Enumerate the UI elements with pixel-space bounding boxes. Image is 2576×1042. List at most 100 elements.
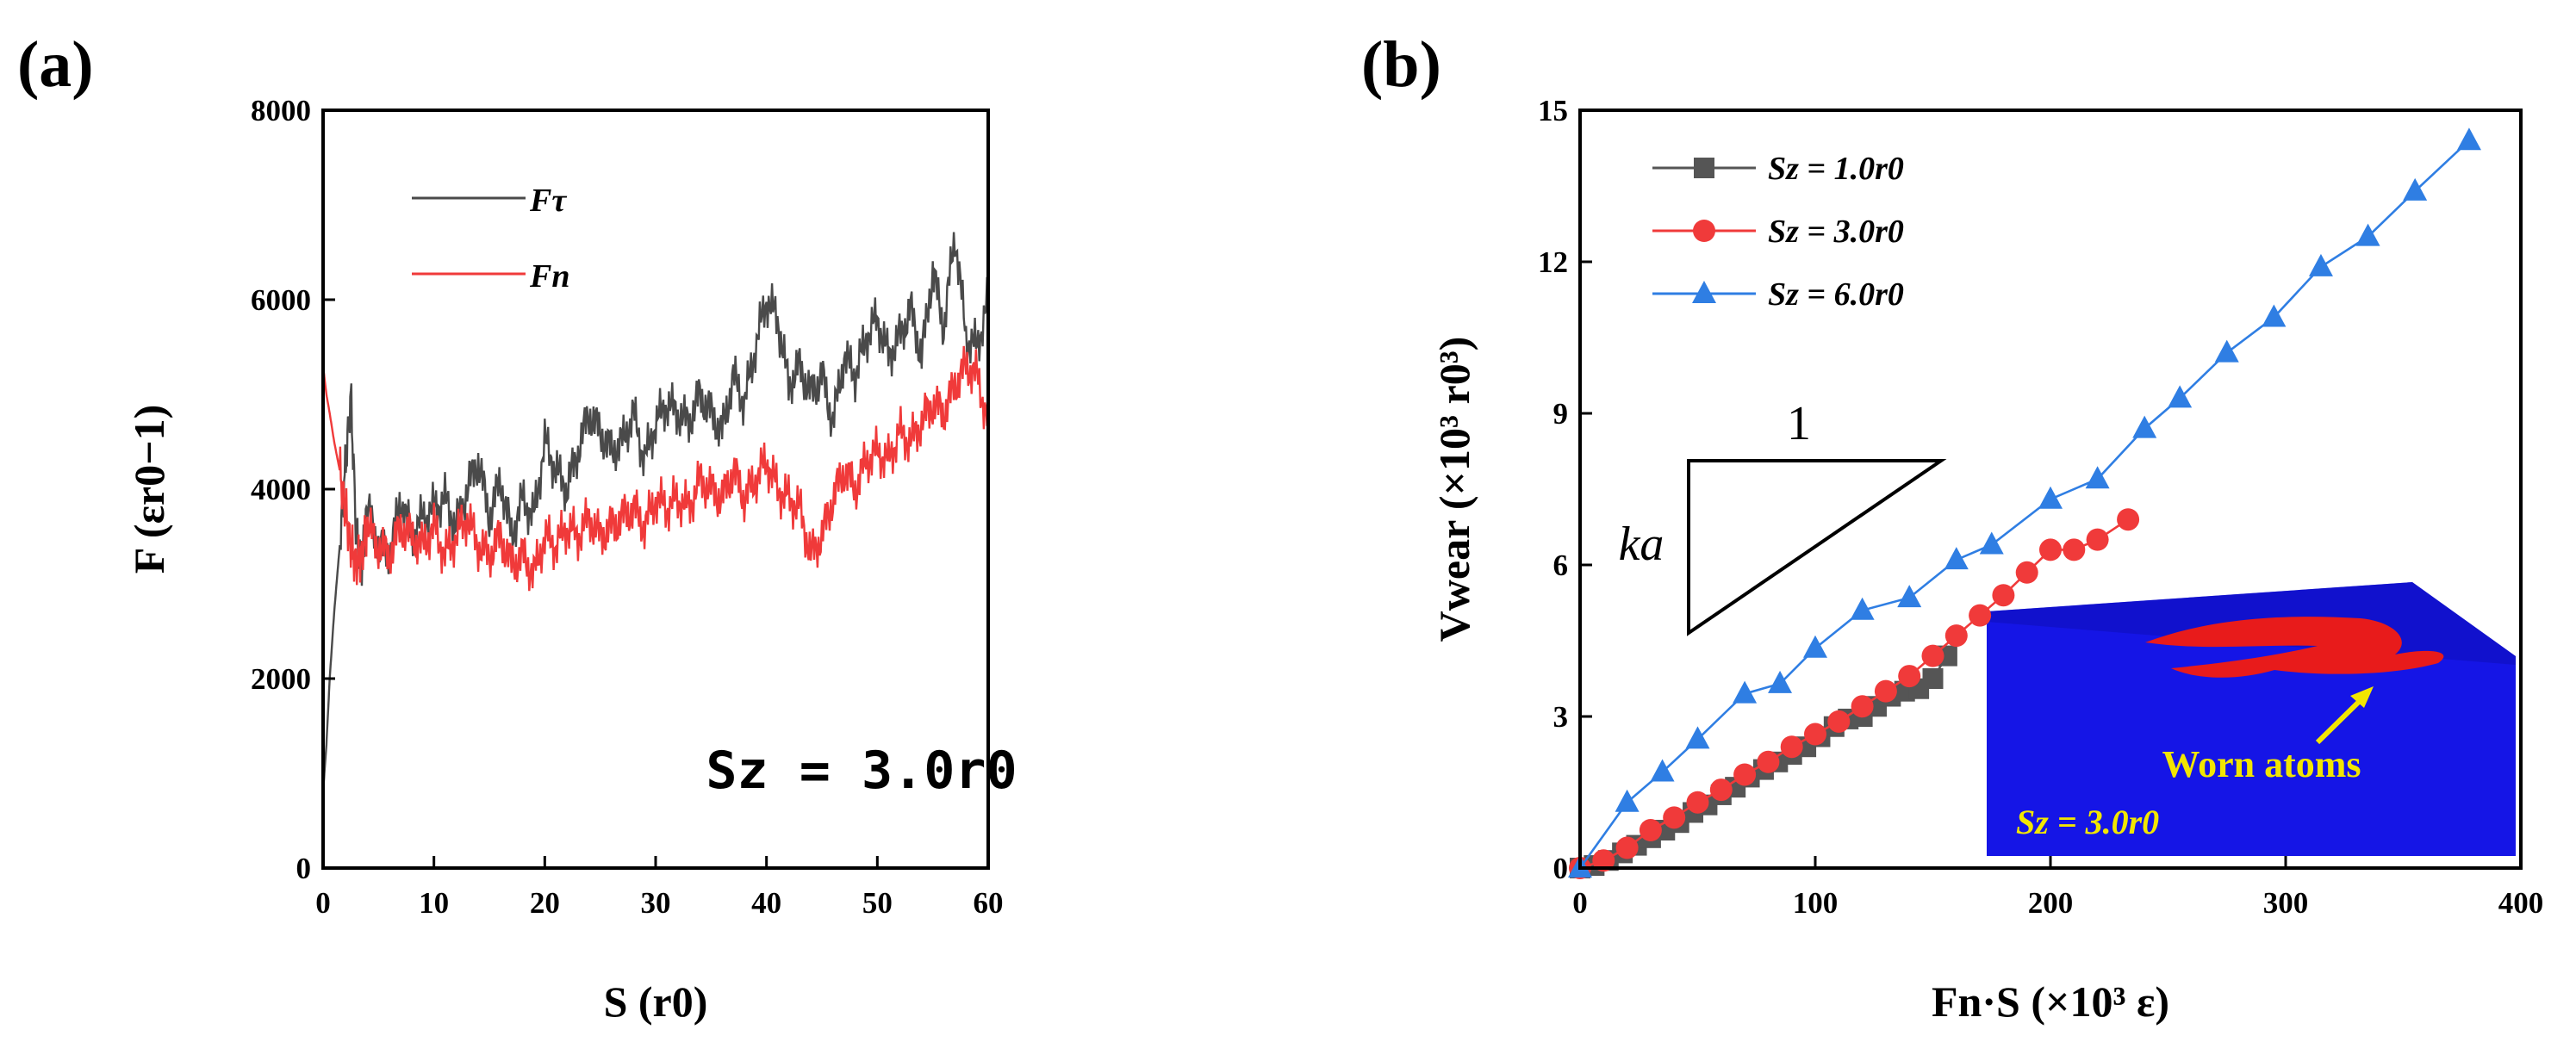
legend-label-fn: Fn [529, 258, 569, 295]
panel-b-letter: (b) [1361, 28, 1441, 101]
legend-label-circle: Sz = 3.0r0 [1768, 214, 1904, 250]
data-point-triangle [1650, 759, 1675, 782]
panel-b-ylabel: Vwear (×10³ r0³) [1430, 337, 1478, 642]
panel-a-ytick-label: 6000 [251, 283, 311, 317]
inset-sz-label: Sz = 3.0r0 [2016, 803, 2159, 841]
inset-arrow-shaft [2315, 693, 2368, 745]
legend-marker-square [1694, 158, 1714, 178]
data-point-circle [1851, 695, 1874, 718]
panel-b-xtick-label: 100 [1793, 886, 1839, 920]
data-point-triangle [2355, 223, 2380, 246]
data-point-triangle [2308, 253, 2333, 276]
inset-worn-atoms-label: Worn atoms [2162, 743, 2361, 785]
data-point-circle [2063, 538, 2086, 561]
panel-a-xtick-label: 50 [862, 886, 893, 920]
legend-label-triangle: Sz = 6.0r0 [1768, 276, 1904, 313]
data-point-triangle [2214, 339, 2239, 363]
data-point-circle [1944, 624, 1968, 648]
data-point-circle [1969, 604, 1992, 627]
data-point-circle [1615, 836, 1639, 859]
panel-b-xlabel: Fn·S (×10³ ε) [1932, 977, 2169, 1026]
panel-a-sz-annotation: Sz = 3.0r0 [706, 741, 1017, 801]
data-point-triangle [2262, 304, 2287, 327]
data-point-triangle [1897, 585, 1922, 608]
data-point-circle [1592, 849, 1615, 872]
legend-label-square: Sz = 1.0r0 [1768, 151, 1904, 187]
data-point-triangle [2168, 385, 2193, 408]
panel-b-ytick-label: 9 [1553, 397, 1569, 431]
panel-b-xtick-label: 300 [2263, 886, 2309, 920]
panel-a-xtick-label: 40 [751, 886, 781, 920]
panel-a-xtick-label: 30 [641, 886, 671, 920]
data-point-circle [2117, 508, 2140, 531]
slope-triangle-top-label: 1 [1787, 397, 1811, 450]
data-point-circle [1639, 819, 1662, 841]
panel-a-ytick-label: 2000 [251, 662, 311, 696]
panel-b-ytick-label: 3 [1553, 700, 1569, 734]
data-point-circle [1921, 644, 1944, 667]
data-point-circle [2015, 561, 2038, 584]
inset-worn-region [2145, 617, 2444, 678]
panel-b-ytick-label: 6 [1553, 549, 1569, 582]
inset-arrow-head [2350, 686, 2374, 708]
panel-a-ytick-label: 0 [296, 852, 312, 885]
panel-a-x-ticks: 0 10 20 30 40 50 60 [315, 856, 1004, 920]
slope-triangle-side-label: ka [1619, 518, 1664, 571]
data-point-circle [1898, 665, 1921, 688]
panel-b-x-ticks: 0 100 200 300 400 [1572, 856, 2543, 920]
panel-b-ytick-label: 12 [1538, 245, 1568, 279]
data-point-triangle [2403, 177, 2428, 201]
data-point-triangle [1733, 680, 1758, 704]
inset-md-snapshot: Worn atoms Sz = 3.0r0 [1987, 582, 2516, 856]
panel-a-xtick-label: 20 [530, 886, 560, 920]
panel-b-xtick-label: 200 [2028, 886, 2074, 920]
panel-a-xtick-label: 0 [315, 886, 331, 920]
data-point-triangle [1685, 726, 1710, 749]
legend-marker-circle [1693, 220, 1715, 242]
panel-b-ytick-label: 15 [1538, 94, 1568, 127]
data-point-triangle [1944, 547, 1969, 570]
panel-b-xtick-label: 400 [2498, 886, 2544, 920]
panel-a-letter: (a) [17, 28, 94, 101]
data-point-square [1922, 668, 1944, 689]
slope-triangle [1687, 459, 1947, 636]
data-point-circle [1757, 750, 1780, 773]
data-point-triangle [1850, 597, 1875, 620]
data-point-circle [1709, 778, 1733, 802]
legend-label-ftau: Fτ [529, 183, 567, 219]
panel-a-ytick-label: 4000 [251, 473, 311, 506]
data-point-circle [1780, 735, 1803, 759]
panel-b-series-layer [1568, 127, 2481, 879]
panel-b-y-ticks: 0 3 6 9 12 15 [1538, 94, 1592, 885]
data-point-triangle [2132, 415, 2157, 438]
data-point-circle [1992, 584, 2015, 607]
legend-marker-triangle [1692, 281, 1716, 303]
series-line-fn [321, 345, 990, 592]
panel-b-legend: Sz = 1.0r0 Sz = 3.0r0 Sz = 6.0r0 [1652, 151, 1904, 313]
data-point-circle [1827, 710, 1851, 733]
panel-a-y-ticks: 0 2000 4000 6000 8000 [251, 94, 335, 885]
data-point-triangle [1803, 635, 1827, 658]
data-point-triangle [1979, 531, 2004, 555]
data-point-triangle [2038, 486, 2063, 509]
panel-a-xtick-label: 10 [419, 886, 449, 920]
data-point-circle [1686, 791, 1709, 814]
panel-a-ytick-label: 8000 [251, 94, 311, 127]
panel-a-chart: 0 10 20 30 40 50 60 0 2000 4000 6000 8000 Fτ Fn Sz… [125, 94, 1017, 1026]
data-point-circle [2086, 528, 2109, 551]
panel-b-xtick-label: 0 [1572, 886, 1588, 920]
data-point-circle [1663, 806, 1686, 829]
data-point-circle [1733, 763, 1757, 786]
data-point-triangle [1768, 670, 1793, 693]
panel-a-xtick-label: 60 [974, 886, 1004, 920]
panel-a-xlabel: S (r0) [604, 977, 708, 1026]
data-point-circle [2039, 538, 2062, 561]
data-point-triangle [2085, 466, 2110, 489]
panel-b-ytick-label: 0 [1553, 852, 1569, 885]
data-point-triangle [1615, 789, 1640, 812]
data-point-circle [1874, 679, 1897, 703]
panel-a-ylabel: F (εr0−1) [125, 405, 173, 574]
data-point-triangle [2456, 127, 2481, 151]
data-point-circle [1804, 723, 1826, 746]
